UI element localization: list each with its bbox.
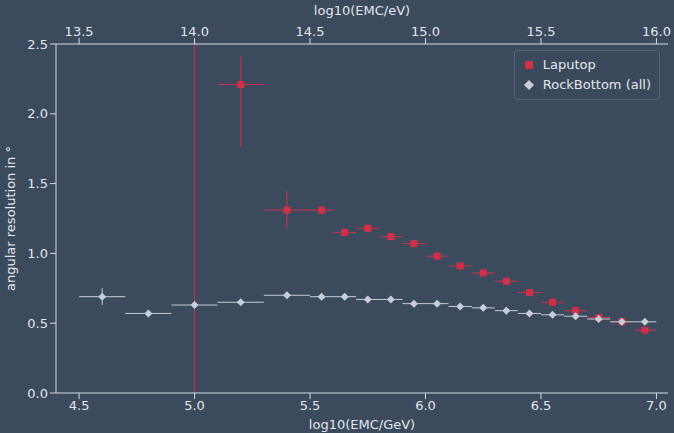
svg-text:log10(EMC/eV): log10(EMC/eV) [314, 3, 410, 18]
svg-text:13.5: 13.5 [65, 24, 94, 39]
svg-text:0.5: 0.5 [27, 316, 48, 331]
svg-text:14.5: 14.5 [296, 24, 325, 39]
svg-text:1.5: 1.5 [27, 176, 48, 191]
svg-text:16.0: 16.0 [642, 24, 671, 39]
svg-text:6.0: 6.0 [415, 398, 436, 413]
svg-text:1.0: 1.0 [27, 246, 48, 261]
svg-text:15.5: 15.5 [527, 24, 556, 39]
svg-text:14.0: 14.0 [180, 24, 209, 39]
svg-text:2.0: 2.0 [27, 106, 48, 121]
svg-text:log10(EMC/GeV): log10(EMC/GeV) [309, 417, 415, 432]
html-text:RockBottom (all): RockBottom (all) [542, 77, 651, 92]
svg-text:0.0: 0.0 [27, 386, 48, 401]
svg-text:7.0: 7.0 [646, 398, 667, 413]
svg-text:5.0: 5.0 [184, 398, 205, 413]
svg-text:15.0: 15.0 [411, 24, 440, 39]
svg-text:4.5: 4.5 [69, 398, 90, 413]
svg-text:angular resolution in °: angular resolution in ° [3, 146, 18, 291]
svg-text:5.5: 5.5 [300, 398, 321, 413]
html-text:Laputop: Laputop [542, 57, 596, 72]
svg-text:6.5: 6.5 [531, 398, 552, 413]
svg-text:2.5: 2.5 [27, 37, 48, 52]
